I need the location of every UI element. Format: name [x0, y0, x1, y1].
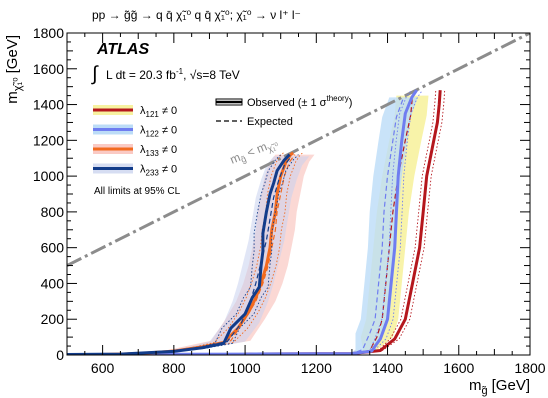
observed-line-l233: [67, 153, 291, 355]
y-tick-label-1800: 1800: [33, 25, 64, 41]
x-tick-label-800: 800: [162, 360, 186, 376]
diagonal-label-sub2: χ̃₁⁰: [266, 140, 281, 154]
integral-sign: ∫: [91, 63, 99, 85]
x-tick-label-1400: 1400: [372, 360, 403, 376]
luminosity-value: L dt = 20.3 fb: [106, 68, 176, 82]
observed-plus-sigma-l122: [74, 89, 423, 355]
luminosity-label: L dt = 20.3 fb-1, √s=8 TeV: [106, 67, 240, 82]
x-tick-label-1600: 1600: [443, 360, 474, 376]
expected-line-l122: [245, 97, 405, 355]
x-axis-title-unit: [GeV]: [492, 377, 530, 394]
legend-label-l122: λ122 ≠ 0: [140, 125, 177, 139]
y-tick-label-800: 800: [41, 204, 65, 220]
energy-value: , √s=8 TeV: [183, 68, 240, 82]
legend-symbol: λ: [140, 105, 146, 117]
y-axis-title: mχ̃₁⁰ [GeV]: [4, 35, 24, 104]
observed-plus-sigma-l233: [67, 154, 299, 355]
x-tick-label-600: 600: [91, 360, 115, 376]
expected-band-l122: [243, 97, 418, 355]
legend-observed-text: Observed (± 1 σ: [247, 97, 327, 109]
x-axis-title-sub: g̃: [481, 385, 487, 397]
x-axis-title-m: m: [469, 377, 482, 394]
x-axis: 600 800 1000 1200 1400 1600 1800: [66, 33, 546, 376]
y-tick-label-0: 0: [56, 347, 64, 363]
legend-subscript: 121: [146, 110, 160, 119]
legend-label-l233: λ233 ≠ 0: [140, 164, 177, 178]
legend-label-l121: λ121 ≠ 0: [140, 105, 177, 119]
legend-suffix: ≠ 0: [159, 144, 177, 156]
legend-subscript: 122: [146, 130, 160, 139]
chart-process-title: pp → g̃g̃ → q q̄ χ̃₁⁰ q q̄ χ̃₁⁰; χ̃₁⁰ → …: [92, 8, 301, 22]
legend-suffix: ≠ 0: [159, 164, 177, 176]
x-tick-label-1000: 1000: [229, 360, 260, 376]
y-tick-label-200: 200: [41, 311, 65, 327]
x-tick-label-1800: 1800: [514, 360, 545, 376]
x-axis-title: mg̃ [GeV]: [469, 377, 530, 397]
observed-line-l122: [74, 89, 418, 355]
legend-symbol: λ: [140, 164, 146, 176]
y-tick-label-600: 600: [41, 240, 65, 256]
legend-observed-label: Observed (± 1 σtheory): [247, 94, 352, 109]
observed-line-l121: [245, 90, 442, 355]
y-axis-title-unit: [GeV]: [4, 35, 21, 73]
legend-expected-label: Expected: [247, 116, 293, 128]
luminosity-exponent: -1: [176, 67, 184, 76]
experiment-label: ATLAS: [96, 41, 149, 58]
observed-plus-sigma-l133: [103, 152, 304, 355]
y-tick-label-400: 400: [41, 275, 65, 291]
legend-observed-sup: theory: [326, 94, 348, 103]
legend-suffix: ≠ 0: [159, 125, 177, 137]
y-tick-label-1200: 1200: [33, 132, 64, 148]
legend-suffix: ≠ 0: [159, 105, 177, 117]
observed-minus-sigma-l133: [102, 152, 284, 355]
kinematic-limit-diagonal: [67, 33, 530, 267]
legend-symbol: λ: [140, 144, 146, 156]
diagonal-label-sub1: g̃: [239, 154, 248, 165]
y-tick-label-1000: 1000: [33, 168, 64, 184]
y-axis: 0 200 400 600 800 1000 1200 1400 1600 1800: [33, 25, 530, 363]
limits-note: All limits at 95% CL: [94, 186, 181, 197]
diagonal-label-mid: < m: [242, 139, 269, 161]
legend-line-styles: Observed (± 1 σtheory) Expected: [215, 94, 352, 128]
legend-observed-close: ): [349, 97, 353, 109]
expected-line-l133: [102, 154, 296, 355]
y-tick-label-1400: 1400: [33, 97, 64, 113]
legend-label-l133: λ133 ≠ 0: [140, 144, 177, 158]
diagonal-label-m1: m: [228, 150, 243, 167]
x-tick-label-1200: 1200: [301, 360, 332, 376]
y-axis-title-m: m: [4, 91, 21, 104]
y-axis-title-sub: χ̃₁⁰: [12, 77, 24, 91]
legend-symbol: λ: [140, 125, 146, 137]
legend-subscript: 233: [146, 169, 160, 178]
legend-subscript: 133: [146, 149, 160, 158]
limit-curves: [67, 89, 446, 355]
y-tick-label-1600: 1600: [33, 61, 64, 77]
